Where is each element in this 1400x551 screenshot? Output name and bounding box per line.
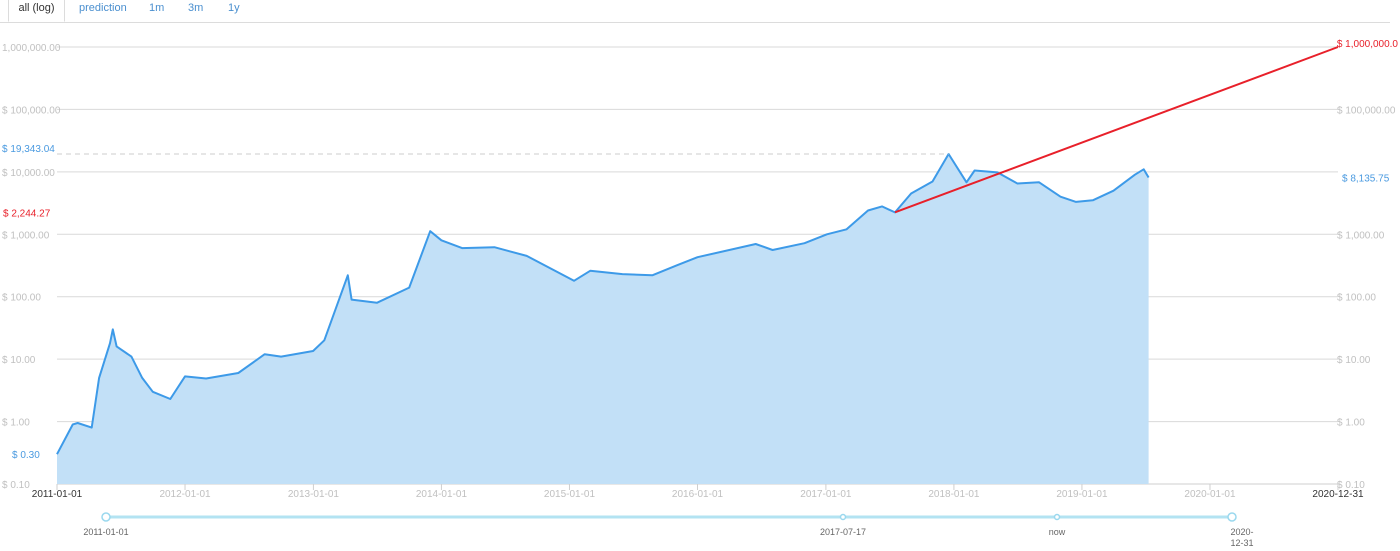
navigator-handle-start[interactable] bbox=[101, 512, 111, 522]
x-tick-label: 2013-01-01 bbox=[288, 489, 340, 500]
current-value-label: $ 8,135.75 bbox=[1342, 173, 1390, 184]
price-area-fill bbox=[57, 154, 1149, 484]
start-value-label: $ 0.30 bbox=[12, 450, 40, 461]
x-tick-label: 2012-01-01 bbox=[159, 489, 211, 500]
y-tick-label-right: $ 100,000.00 bbox=[1337, 105, 1396, 116]
navigator-label: 12-31 bbox=[1230, 538, 1253, 548]
x-tick-label: 2015-01-01 bbox=[544, 489, 596, 500]
prediction-end-label: $ 1,000,000.0 bbox=[1337, 39, 1399, 50]
x-tick-label: 2018-01-01 bbox=[928, 489, 980, 500]
y-tick-label-left: $ 100.00 bbox=[2, 293, 41, 304]
x-tick-label: 2014-01-01 bbox=[416, 489, 468, 500]
peak-value-label: $ 19,343.04 bbox=[2, 144, 55, 155]
y-tick-label-left: 1,000,000.00 bbox=[2, 43, 61, 54]
y-tick-label-left: $ 1.00 bbox=[2, 418, 30, 429]
tab-3m[interactable]: 3m bbox=[188, 2, 204, 14]
y-tick-label-right: $ 0.10 bbox=[1337, 480, 1365, 491]
y-tick-label-right: $ 100.00 bbox=[1337, 293, 1376, 304]
y-tick-label-left: $ 10,000.00 bbox=[2, 168, 55, 179]
navigator-handle-end[interactable] bbox=[1227, 512, 1237, 522]
range-tabs: all (log) prediction 1m 3m 1y bbox=[0, 0, 1390, 23]
x-tick-label: 2020-01-01 bbox=[1184, 489, 1236, 500]
y-tick-label-right: $ 10.00 bbox=[1337, 355, 1371, 366]
tab-1y[interactable]: 1y bbox=[228, 2, 240, 14]
navigator-label: 2020- bbox=[1230, 527, 1253, 537]
x-tick-label: 2017-01-01 bbox=[800, 489, 852, 500]
y-tick-label-right: $ 1.00 bbox=[1337, 418, 1365, 429]
y-tick-label-left: $ 1,000.00 bbox=[2, 230, 50, 241]
x-tick-label: 2011-01-01 bbox=[32, 489, 83, 500]
navigator-label: now bbox=[1049, 527, 1066, 537]
tab-prediction[interactable]: prediction bbox=[79, 2, 127, 14]
y-tick-label-left: $ 0.10 bbox=[2, 480, 30, 491]
x-tick-label: 2019-01-01 bbox=[1056, 489, 1108, 500]
y-tick-label-left: $ 100,000.00 bbox=[2, 105, 61, 116]
y-tick-label-left: $ 10.00 bbox=[2, 355, 36, 366]
tab-1m[interactable]: 1m bbox=[149, 2, 165, 14]
price-line bbox=[56, 153, 1150, 455]
prediction-start-label: $ 2,244.27 bbox=[3, 208, 51, 219]
navigator-label: 2011-01-01 bbox=[83, 527, 128, 537]
navigator-marker-prediction bbox=[839, 513, 847, 521]
x-tick-label: 2020-12-31 bbox=[1312, 489, 1364, 500]
tab-all-log[interactable]: all (log) bbox=[8, 0, 65, 22]
navigator-label: 2017-07-17 bbox=[820, 527, 866, 537]
y-tick-label-right: $ 1,000.00 bbox=[1337, 230, 1385, 241]
x-tick-label: 2016-01-01 bbox=[672, 489, 724, 500]
prediction-line bbox=[894, 46, 1339, 214]
navigator-marker-now bbox=[1053, 513, 1061, 521]
